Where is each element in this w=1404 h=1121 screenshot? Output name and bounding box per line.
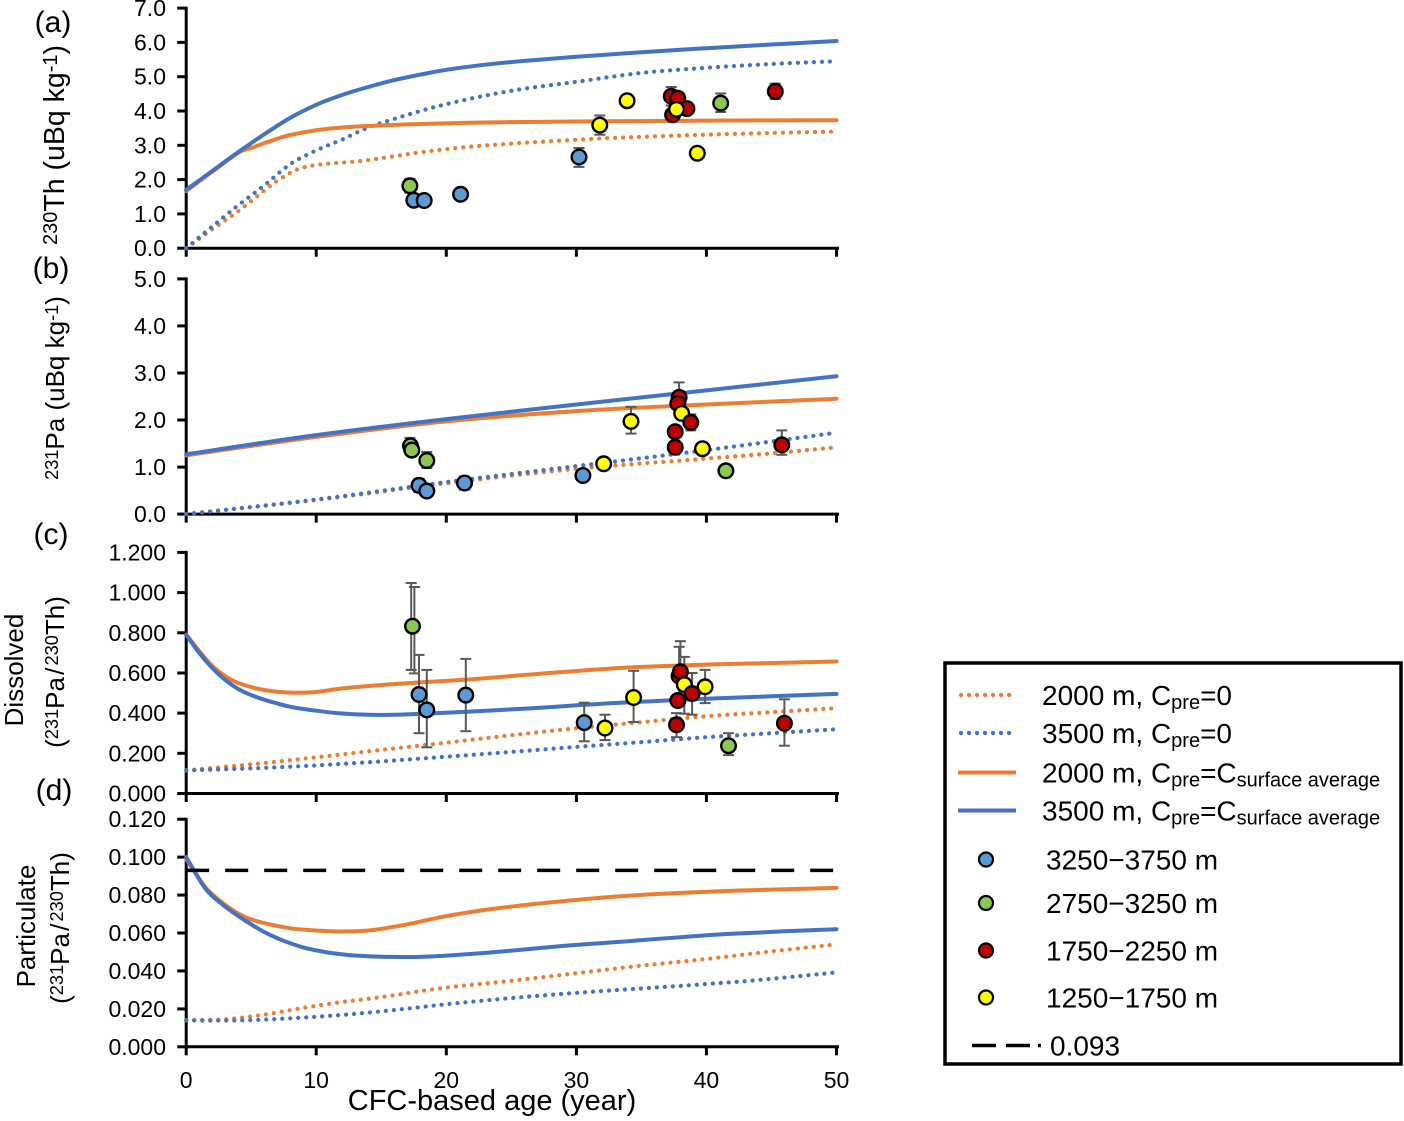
svg-text:0.040: 0.040	[108, 958, 166, 984]
svg-text:0.000: 0.000	[108, 1034, 166, 1060]
svg-text:230Th (uBq kg-1): 230Th (uBq kg-1)	[39, 45, 71, 245]
svg-text:3.0: 3.0	[134, 360, 166, 386]
svg-text:1.0: 1.0	[134, 201, 166, 227]
svg-text:1.200: 1.200	[108, 539, 166, 565]
svg-text:10: 10	[303, 1067, 329, 1093]
svg-text:CFC-based age (year): CFC-based age (year)	[348, 1085, 637, 1117]
svg-text:231Pa (uBq kg-1): 231Pa (uBq kg-1)	[40, 296, 70, 480]
svg-text:1750−2250 m: 1750−2250 m	[1046, 936, 1218, 967]
svg-text:Particulate: Particulate	[11, 865, 41, 988]
svg-text:(a): (a)	[35, 6, 72, 39]
svg-text:5.0: 5.0	[134, 266, 166, 292]
svg-text:0.120: 0.120	[108, 806, 166, 832]
svg-text:3500 m, Cpre=0: 3500 m, Cpre=0	[1042, 718, 1232, 752]
svg-text:0.093: 0.093	[1050, 1031, 1120, 1062]
svg-text:40: 40	[694, 1067, 720, 1093]
svg-text:0.800: 0.800	[108, 620, 166, 646]
svg-text:Dissolved: Dissolved	[0, 614, 29, 727]
svg-text:(231Pa / 230Th): (231Pa / 230Th)	[40, 596, 70, 748]
svg-text:(c): (c)	[34, 518, 69, 551]
svg-text:2.0: 2.0	[134, 407, 166, 433]
svg-text:3250−3750 m: 3250−3750 m	[1046, 845, 1218, 876]
svg-text:1.000: 1.000	[108, 580, 166, 606]
svg-text:0: 0	[180, 1067, 193, 1093]
svg-text:0.0: 0.0	[134, 501, 166, 527]
svg-text:20: 20	[434, 1067, 460, 1093]
svg-text:1.0: 1.0	[134, 454, 166, 480]
svg-text:3.0: 3.0	[134, 132, 166, 158]
svg-text:1250−1750 m: 1250−1750 m	[1046, 983, 1218, 1014]
svg-text:5.0: 5.0	[134, 64, 166, 90]
svg-text:2000 m, Cpre=0: 2000 m, Cpre=0	[1042, 680, 1232, 714]
svg-text:4.0: 4.0	[134, 98, 166, 124]
svg-text:6.0: 6.0	[134, 29, 166, 55]
svg-text:0.020: 0.020	[108, 996, 166, 1022]
svg-text:30: 30	[564, 1067, 590, 1093]
svg-text:4.0: 4.0	[134, 313, 166, 339]
svg-text:0.000: 0.000	[108, 781, 166, 807]
svg-text:(b): (b)	[33, 252, 70, 285]
svg-text:0.0: 0.0	[134, 235, 166, 261]
svg-text:0.100: 0.100	[108, 844, 166, 870]
svg-text:2750−3250 m: 2750−3250 m	[1046, 888, 1218, 919]
svg-text:0.600: 0.600	[108, 660, 166, 686]
svg-text:0.060: 0.060	[108, 920, 166, 946]
svg-text:0.080: 0.080	[108, 882, 166, 908]
svg-text:0.200: 0.200	[108, 740, 166, 766]
svg-text:50: 50	[824, 1067, 850, 1093]
svg-text:7.0: 7.0	[134, 0, 166, 21]
svg-text:0.400: 0.400	[108, 700, 166, 726]
svg-text:2.0: 2.0	[134, 167, 166, 193]
svg-text:(d): (d)	[36, 774, 73, 807]
